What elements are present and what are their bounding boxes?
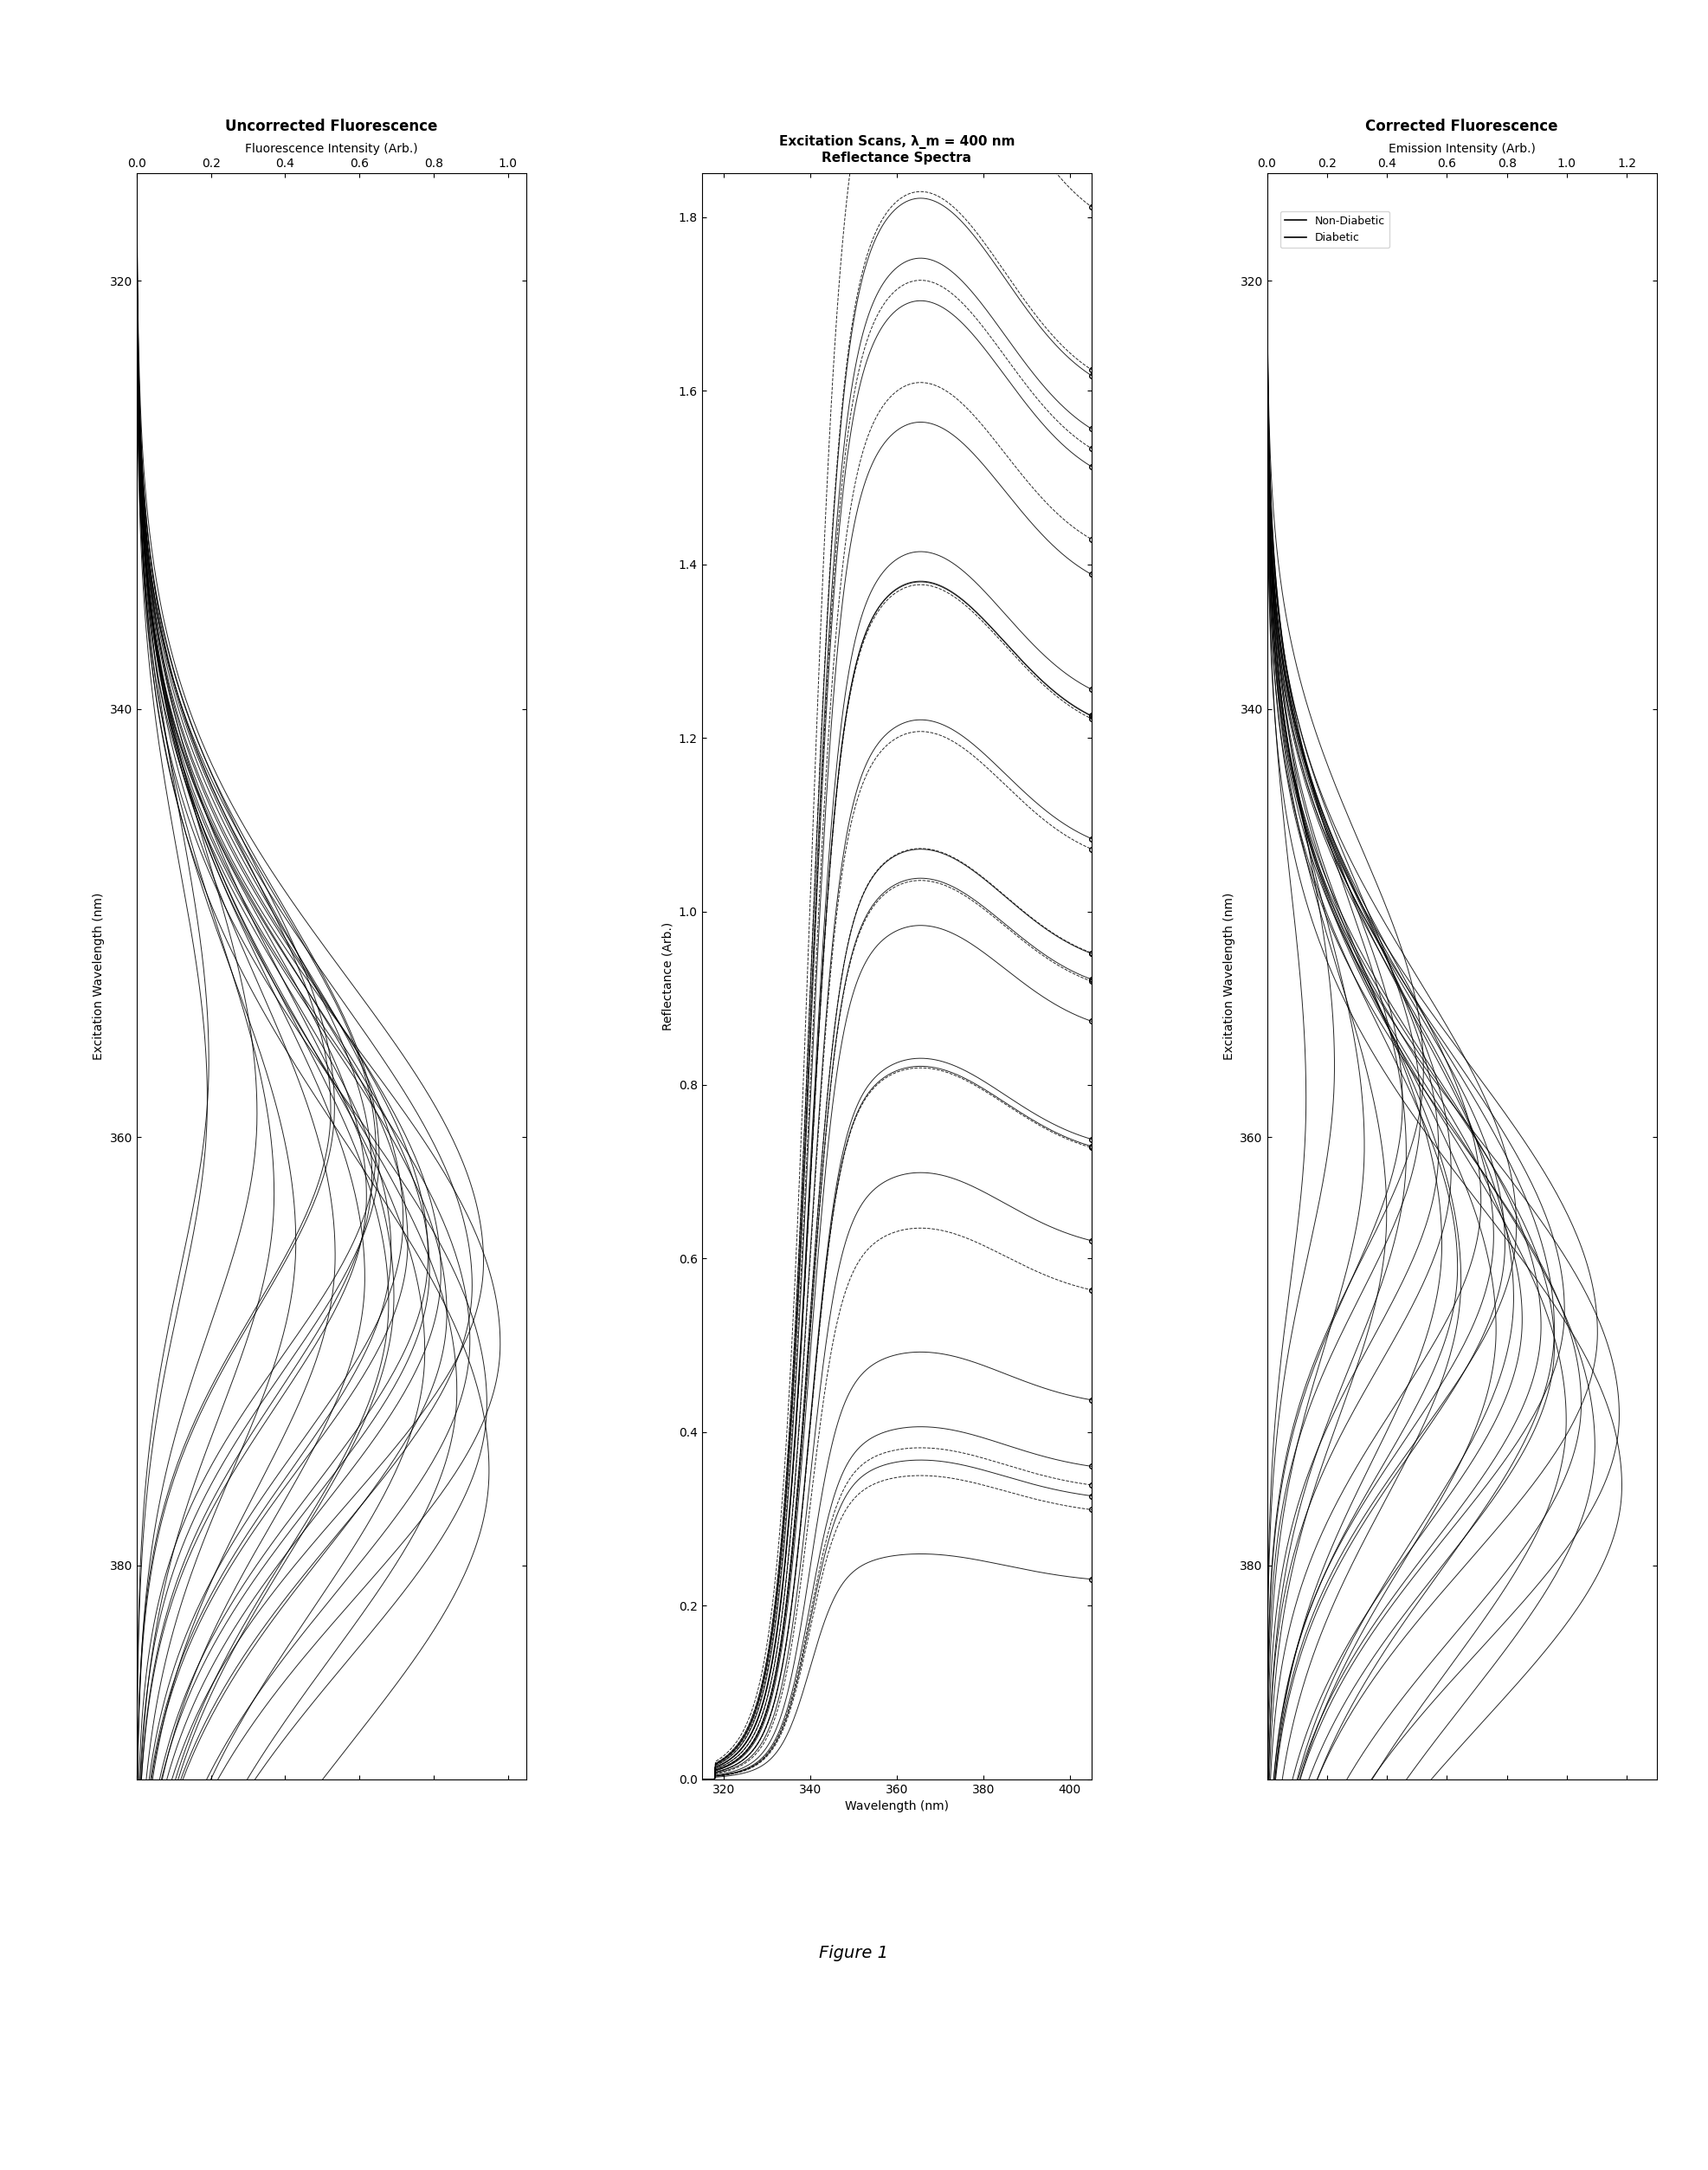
Legend: Non-Diabetic, Diabetic: Non-Diabetic, Diabetic (1281, 210, 1390, 247)
Y-axis label: Excitation Wavelength (nm): Excitation Wavelength (nm) (92, 892, 104, 1061)
Y-axis label: Excitation Wavelength (nm): Excitation Wavelength (nm) (1223, 892, 1235, 1061)
X-axis label: Fluorescence Intensity (Arb.): Fluorescence Intensity (Arb.) (246, 143, 418, 154)
X-axis label: Emission Intensity (Arb.): Emission Intensity (Arb.) (1389, 143, 1535, 154)
Title: Excitation Scans, λ_m = 400 nm
Reflectance Spectra: Excitation Scans, λ_m = 400 nm Reflectan… (779, 135, 1015, 165)
Text: Figure 1: Figure 1 (820, 1944, 888, 1962)
Title: Uncorrected Fluorescence: Uncorrected Fluorescence (225, 119, 437, 135)
Y-axis label: Reflectance (Arb.): Reflectance (Arb.) (661, 922, 673, 1031)
Title: Corrected Fluorescence: Corrected Fluorescence (1366, 119, 1558, 135)
X-axis label: Wavelength (nm): Wavelength (nm) (845, 1801, 948, 1812)
